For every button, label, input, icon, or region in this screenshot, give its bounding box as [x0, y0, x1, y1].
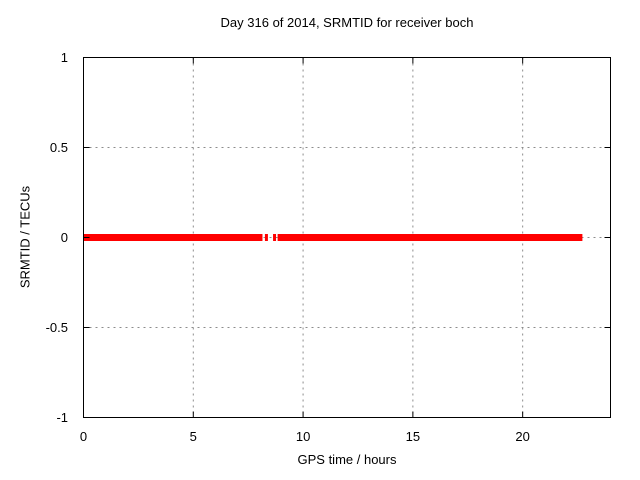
x-tick-label: 5 [189, 429, 197, 444]
y-tick-label: -0.5 [45, 319, 68, 335]
x-axis-label: GPS time / hours [297, 452, 397, 467]
x-tick-label: 15 [405, 429, 421, 444]
x-tick-label: 0 [79, 429, 88, 444]
x-tick-label: 10 [295, 429, 311, 444]
x-tick-label: 20 [515, 429, 530, 444]
y-tick-label: -1 [56, 409, 68, 425]
y-tick-label: 0 [60, 229, 68, 245]
y-tick-label: 0.5 [49, 139, 68, 155]
chart-title: Day 316 of 2014, SRMTID for receiver boc… [220, 15, 474, 30]
data-point [264, 234, 268, 241]
data-point [273, 234, 277, 241]
data-line-segment [277, 234, 583, 241]
data-line-segment [83, 234, 263, 241]
y-tick-label: 1 [60, 49, 68, 65]
